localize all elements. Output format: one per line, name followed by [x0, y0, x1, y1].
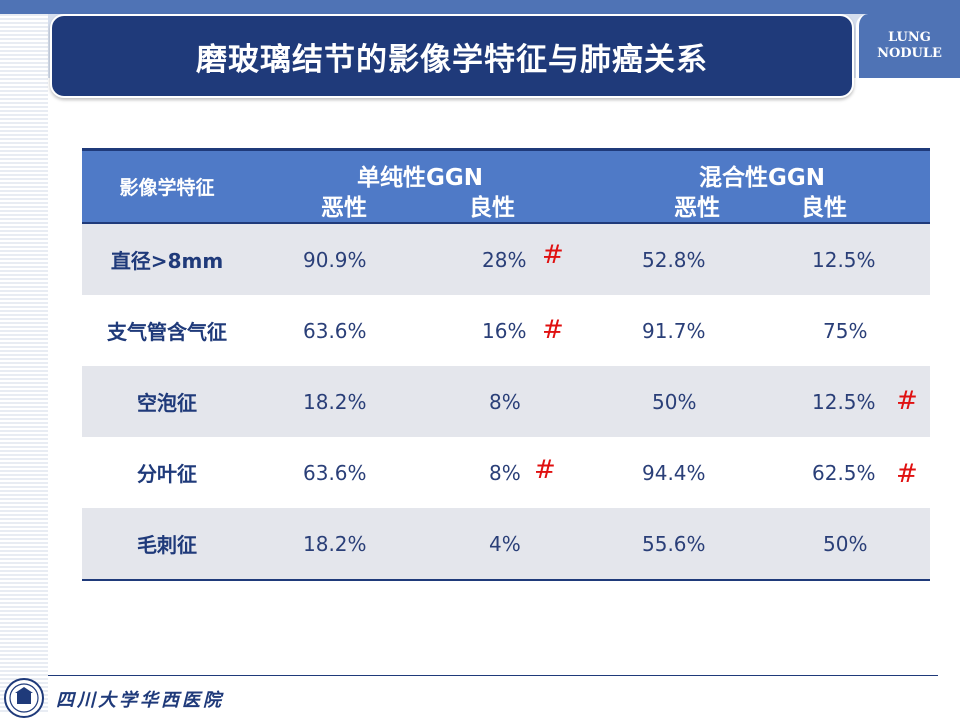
- cell-pure-malignant: 90.9%: [303, 247, 367, 272]
- cell-pure-malignant: 18.2%: [303, 531, 367, 556]
- cell-mixed-malignant: 94.4%: [642, 460, 706, 485]
- table-row: 分叶征 63.6% 8% # 94.4% 62.5% #: [82, 437, 930, 508]
- cell-mixed-malignant: 91.7%: [642, 318, 706, 343]
- row-label: 支气管含气征: [107, 320, 227, 344]
- header-group-mixed-ggn: 混合性GGN: [698, 165, 825, 191]
- header-pure-malignant: 恶性: [321, 195, 367, 221]
- cell-pure-benign: 28%: [482, 247, 527, 272]
- cell-pure-benign: 8%: [489, 389, 521, 414]
- cell-mixed-malignant: 55.6%: [642, 531, 706, 556]
- significance-mark: #: [896, 386, 918, 416]
- row-label: 空泡征: [137, 391, 197, 415]
- significance-mark: #: [542, 240, 564, 270]
- footer-divider: [48, 675, 938, 676]
- header-group-pure-ggn: 单纯性GGN: [356, 165, 483, 191]
- top-accent-strip: [0, 0, 960, 14]
- cell-pure-benign: 4%: [489, 531, 521, 556]
- table-row: 支气管含气征 63.6% 16% # 91.7% 75%: [82, 295, 930, 366]
- footer-institution-name: 四川大学华西医院: [56, 690, 224, 711]
- left-stripe-decoration: [0, 14, 48, 714]
- cell-pure-malignant: 18.2%: [303, 389, 367, 414]
- cell-mixed-benign: 50%: [823, 531, 868, 556]
- header-mixed-benign: 良性: [801, 195, 847, 221]
- cell-mixed-malignant: 50%: [652, 389, 697, 414]
- cell-mixed-benign: 62.5%: [812, 460, 876, 485]
- table-row: 空泡征 18.2% 8% 50% 12.5% #: [82, 366, 930, 437]
- logo-line-2: NODULE: [877, 46, 942, 61]
- row-label: 直径>8mm: [110, 249, 224, 273]
- ggn-feature-table: 影像学特征 单纯性GGN 恶性 良性 混合性GGN 恶性 良性 直径>8mm 9…: [82, 148, 930, 581]
- header-feature-label: 影像学特征: [119, 177, 215, 199]
- university-seal-icon: [4, 678, 44, 718]
- cell-mixed-benign: 12.5%: [812, 247, 876, 272]
- row-label: 分叶征: [137, 462, 197, 486]
- cell-mixed-malignant: 52.8%: [642, 247, 706, 272]
- table-row: 毛刺征 18.2% 4% 55.6% 50%: [82, 508, 930, 581]
- title-bar: 磨玻璃结节的影像学特征与肺癌关系: [50, 14, 854, 98]
- header-mixed-malignant: 恶性: [674, 195, 720, 221]
- slide-title: 磨玻璃结节的影像学特征与肺癌关系: [196, 41, 708, 78]
- cell-pure-benign: 8%: [489, 460, 521, 485]
- cell-mixed-benign: 75%: [823, 318, 868, 343]
- significance-mark: #: [534, 455, 556, 485]
- logo-line-1: LUNG: [888, 30, 931, 45]
- significance-mark: #: [896, 459, 918, 489]
- significance-mark: #: [542, 315, 564, 345]
- table-row: 直径>8mm 90.9% 28% # 52.8% 12.5%: [82, 224, 930, 295]
- header-pure-benign: 良性: [469, 195, 515, 221]
- row-label: 毛刺征: [137, 533, 197, 557]
- lung-nodule-logo-tab: LUNG NODULE: [856, 14, 960, 78]
- table-header: 影像学特征 单纯性GGN 恶性 良性 混合性GGN 恶性 良性: [82, 148, 930, 224]
- cell-mixed-benign: 12.5%: [812, 389, 876, 414]
- cell-pure-malignant: 63.6%: [303, 460, 367, 485]
- cell-pure-malignant: 63.6%: [303, 318, 367, 343]
- cell-pure-benign: 16%: [482, 318, 527, 343]
